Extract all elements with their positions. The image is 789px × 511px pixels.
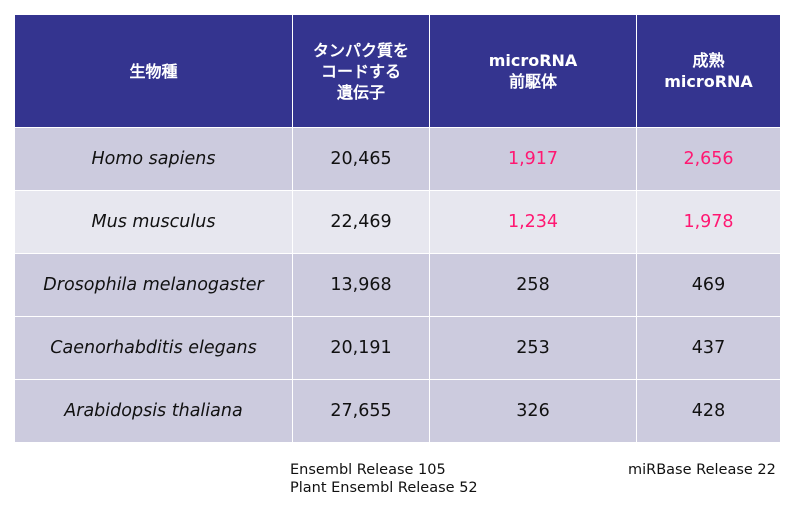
footnote-ensembl-release: Ensembl Release 105 bbox=[290, 462, 446, 478]
genes-cell: 20,191 bbox=[292, 316, 430, 380]
footnote-plant-ensembl-release: Plant Ensembl Release 52 bbox=[290, 480, 478, 496]
genes-cell: 22,469 bbox=[292, 190, 430, 254]
data-table: 生物種 タンパク質を コードする 遺伝子 microRNA 前駆体 成熟 mic… bbox=[14, 14, 781, 443]
table-row: Caenorhabditis elegans 20,191 253 437 bbox=[14, 316, 781, 380]
header-mirna-precursor: microRNA 前駆体 bbox=[429, 14, 637, 128]
header-protein-coding-genes: タンパク質を コードする 遺伝子 bbox=[292, 14, 430, 128]
species-cell: Caenorhabditis elegans bbox=[14, 316, 293, 380]
footnote-mirbase: miRBase Release 22 bbox=[628, 461, 776, 479]
mature-cell: 428 bbox=[636, 379, 781, 443]
table-row: Homo sapiens 20,465 1,917 2,656 bbox=[14, 127, 781, 191]
table-row: Drosophila melanogaster 13,968 258 469 bbox=[14, 253, 781, 317]
mature-cell: 2,656 bbox=[636, 127, 781, 191]
genes-cell: 27,655 bbox=[292, 379, 430, 443]
mature-cell: 1,978 bbox=[636, 190, 781, 254]
precursor-cell: 326 bbox=[429, 379, 637, 443]
footnote-ensembl: Ensembl Release 105 Plant Ensembl Releas… bbox=[290, 461, 478, 497]
genes-cell: 20,465 bbox=[292, 127, 430, 191]
mature-cell: 437 bbox=[636, 316, 781, 380]
header-row: 生物種 タンパク質を コードする 遺伝子 microRNA 前駆体 成熟 mic… bbox=[14, 14, 781, 128]
species-cell: Homo sapiens bbox=[14, 127, 293, 191]
species-cell: Mus musculus bbox=[14, 190, 293, 254]
species-cell: Drosophila melanogaster bbox=[14, 253, 293, 317]
species-cell: Arabidopsis thaliana bbox=[14, 379, 293, 443]
footnote-mirbase-release: miRBase Release 22 bbox=[628, 462, 776, 478]
genes-cell: 13,968 bbox=[292, 253, 430, 317]
precursor-cell: 253 bbox=[429, 316, 637, 380]
table-row: Arabidopsis thaliana 27,655 326 428 bbox=[14, 379, 781, 443]
header-species: 生物種 bbox=[14, 14, 293, 128]
header-mature-mirna: 成熟 microRNA bbox=[636, 14, 781, 128]
mature-cell: 469 bbox=[636, 253, 781, 317]
table-row: Mus musculus 22,469 1,234 1,978 bbox=[14, 190, 781, 254]
precursor-cell: 1,234 bbox=[429, 190, 637, 254]
precursor-cell: 1,917 bbox=[429, 127, 637, 191]
precursor-cell: 258 bbox=[429, 253, 637, 317]
